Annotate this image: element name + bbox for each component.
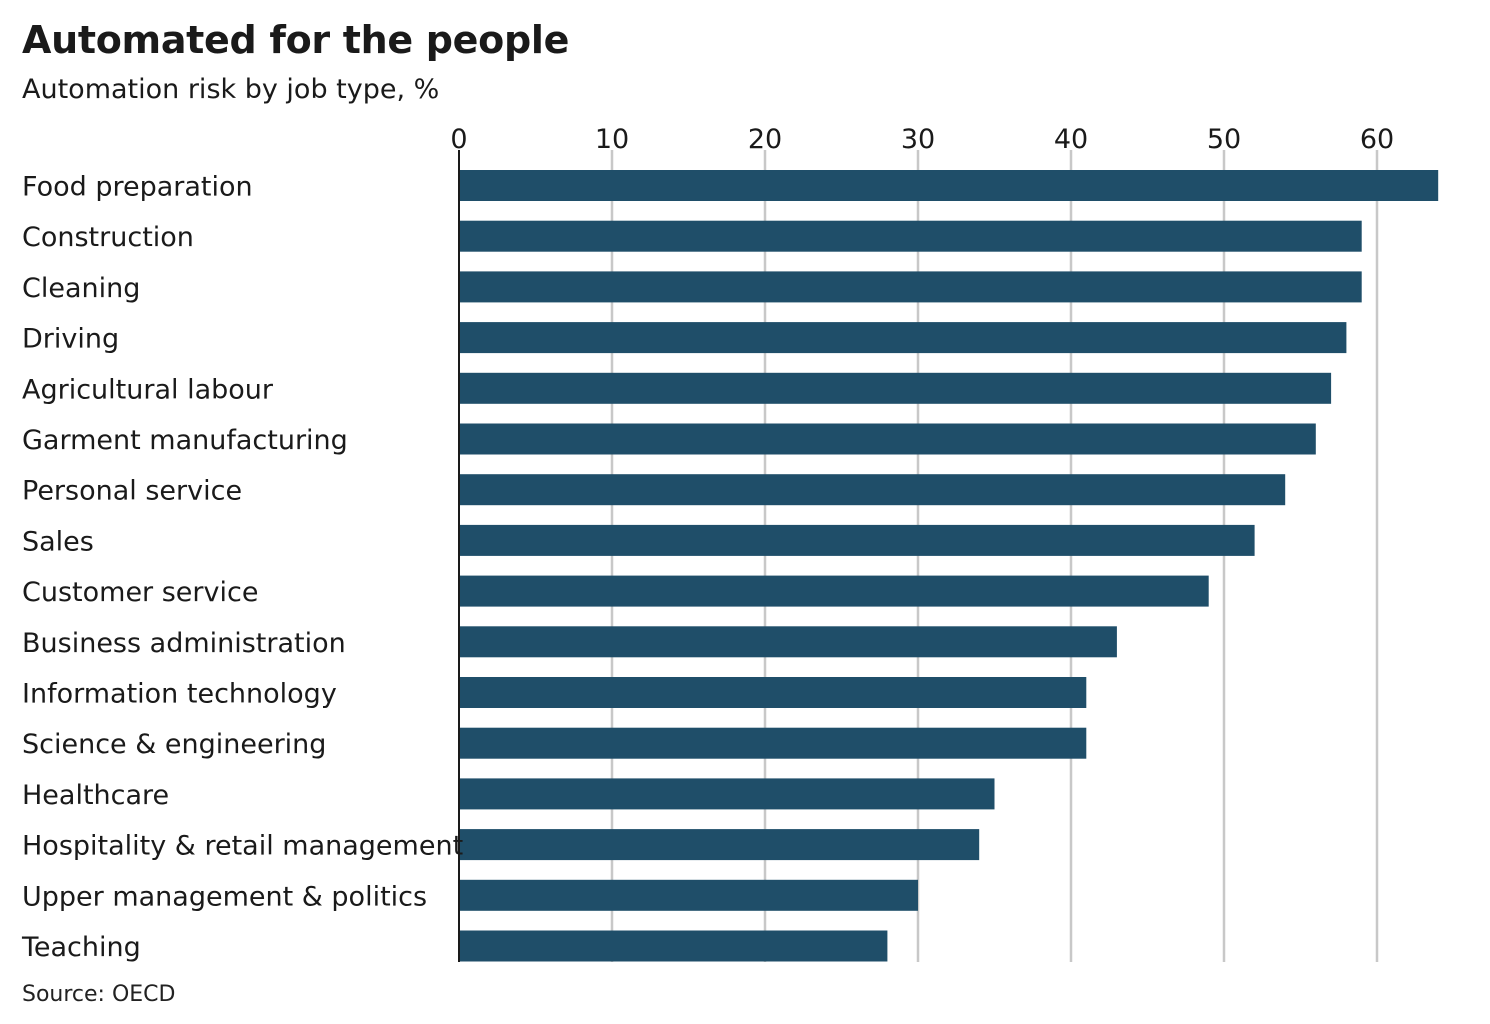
- category-label: Hospitality & retail management: [22, 831, 463, 862]
- bar-cleaning: [459, 271, 1362, 303]
- category-label: Cleaning: [22, 273, 140, 304]
- bar-customer-service: [459, 575, 1209, 607]
- x-tick-label: 0: [450, 124, 467, 155]
- bar-healthcare: [459, 778, 995, 810]
- category-labels: Food preparation Construction Cleaning Driv…: [21, 172, 463, 964]
- x-tick-labels: 0 10 20 30 40 50 60: [450, 124, 1394, 155]
- bar-food-preparation: [459, 170, 1439, 201]
- category-label: Garment manufacturing: [22, 425, 348, 456]
- x-tick-label: 10: [595, 124, 629, 155]
- bar-information-technology: [459, 677, 1087, 708]
- bar-teaching: [459, 930, 888, 962]
- category-label: Business administration: [22, 628, 346, 659]
- category-label: Sales: [22, 526, 94, 557]
- bar-agricultural-labour: [459, 372, 1332, 404]
- bar-science-engineering: [459, 727, 1087, 759]
- category-label: Construction: [22, 222, 194, 253]
- x-tick-label: 60: [1360, 124, 1394, 155]
- bar-hospitality-retail-management: [459, 829, 980, 861]
- category-label: Driving: [22, 324, 119, 355]
- x-tick-label: 30: [901, 124, 935, 155]
- bars: [459, 170, 1439, 962]
- category-label: Upper management & politics: [22, 881, 427, 912]
- bar-business-administration: [459, 626, 1117, 658]
- bar-upper-management-politics: [459, 879, 918, 911]
- category-label: Customer service: [22, 577, 258, 608]
- category-label: Food preparation: [22, 172, 253, 203]
- x-tick-label: 40: [1054, 124, 1088, 155]
- category-label: Teaching: [21, 932, 141, 963]
- source-note: Source: OECD: [22, 982, 176, 1007]
- chart-title: Automated for the people: [22, 18, 570, 62]
- category-label: Personal service: [22, 476, 242, 507]
- x-tick-label: 20: [748, 124, 782, 155]
- x-tick-label: 50: [1207, 124, 1241, 155]
- bar-garment-manufacturing: [459, 423, 1316, 455]
- chart-subtitle: Automation risk by job type, %: [22, 74, 440, 105]
- bar-driving: [459, 322, 1347, 354]
- category-label: Information technology: [22, 679, 337, 710]
- bar-construction: [459, 220, 1362, 252]
- category-label: Healthcare: [22, 780, 169, 811]
- bar-sales: [459, 524, 1255, 556]
- category-label: Agricultural labour: [22, 374, 274, 405]
- category-label: Science & engineering: [22, 729, 326, 760]
- bar-personal-service: [459, 474, 1286, 506]
